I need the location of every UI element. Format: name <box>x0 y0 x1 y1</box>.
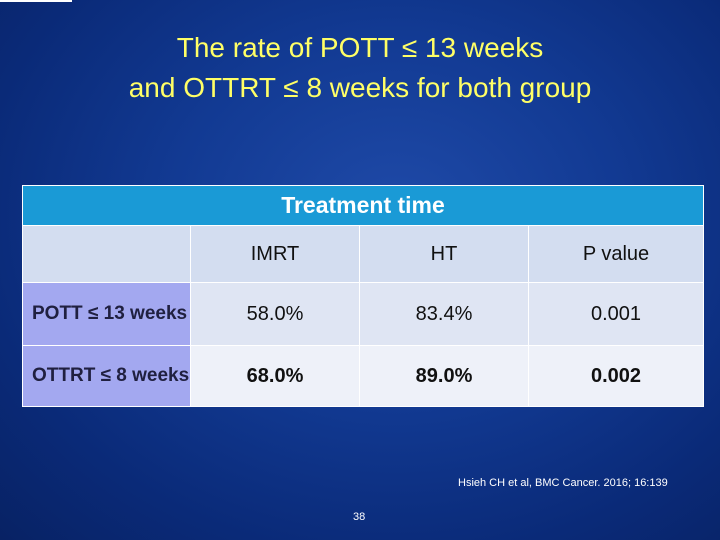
page-number: 38 <box>353 511 366 523</box>
cell-pott-ht: 83.4% <box>360 283 529 346</box>
cell-ottrt-imrt: 68.0% <box>191 346 360 406</box>
top-rule <box>0 0 72 2</box>
empty-header-cell <box>23 226 191 283</box>
cell-pott-p-value: 0.001 <box>529 283 703 346</box>
cell-ottrt-ht: 89.0% <box>360 346 529 406</box>
cell-ottrt-p-value: 0.002 <box>529 346 703 406</box>
row-label-ottrt: OTTRT ≤ 8 weeks <box>23 346 191 406</box>
citation: Hsieh CH et al, BMC Cancer. 2016; 16:139 <box>458 477 668 489</box>
column-header-imrt: IMRT <box>191 226 360 283</box>
column-header-ht: HT <box>360 226 529 283</box>
slide-title: The rate of POTT ≤ 13 weeks and OTTRT ≤ … <box>0 28 720 108</box>
title-line-1: The rate of POTT ≤ 13 weeks <box>176 32 544 63</box>
row-label-pott: POTT ≤ 13 weeks <box>23 283 191 346</box>
table-caption: Treatment time <box>23 186 703 226</box>
column-header-p-value: P value <box>529 226 703 283</box>
cell-pott-imrt: 58.0% <box>191 283 360 346</box>
results-table: Treatment time IMRT HT P value POTT ≤ 13… <box>22 185 704 407</box>
title-line-2: and OTTRT ≤ 8 weeks for both group <box>128 72 592 103</box>
